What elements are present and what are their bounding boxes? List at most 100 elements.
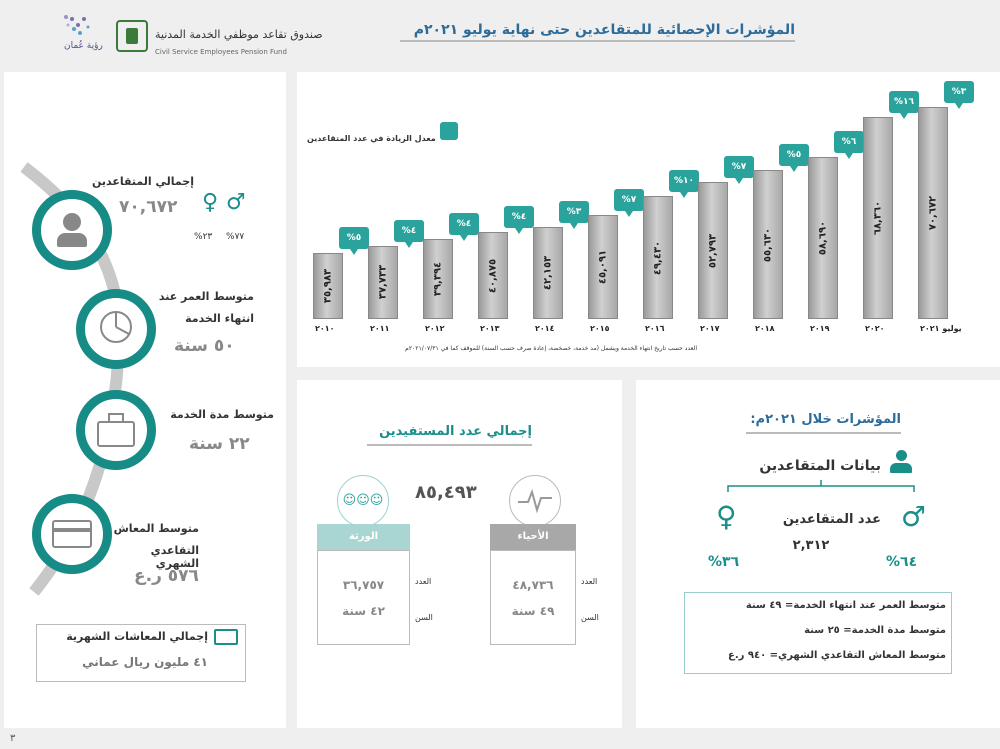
period-stats-box xyxy=(684,592,952,674)
total-retirees-label: إجمالي المتقاعدين xyxy=(91,175,194,188)
year-tick-label: ٢٠١٨ xyxy=(755,324,775,333)
heirs-count: ٣٦,٧٥٧ xyxy=(342,578,385,592)
male-icon-2021: ♂ xyxy=(901,500,927,533)
avg-age-label-2: انتهاء الخدمة xyxy=(185,312,254,325)
monthly-total-value: ٤١ مليون ريال عماني xyxy=(82,655,208,669)
monthly-total-label: إجمالي المعاشات الشهرية xyxy=(66,630,208,643)
fund-name-en: Civil Service Employees Pension Fund xyxy=(155,48,287,56)
female-pct: %٢٣ xyxy=(194,232,213,242)
bar-value-label: ٤٩,٤٣٠ xyxy=(652,240,664,275)
avg-pension-label-1: متوسط المعاش xyxy=(113,522,199,535)
bar-value-label: ٤٥,٠٩١ xyxy=(597,249,609,284)
heartbeat-icon xyxy=(509,475,561,527)
female-icon-2021: ♀ xyxy=(716,500,737,533)
period-panel: المؤشرات خلال ٢٠٢١م: بيانات المتقاعدين ♀… xyxy=(636,380,1000,728)
chart-bar: ٣٧,٧٣٣ xyxy=(368,245,398,319)
chart-legend: معدل الزيادة في عدد المتقاعدين xyxy=(307,122,458,145)
bar-value-label: ٣٩,٣٩٤ xyxy=(432,261,444,296)
chart-bar: ٥٨,٦٩٠ xyxy=(808,157,838,319)
bar-value-label: ٣٥,٩٨٣ xyxy=(322,268,334,304)
period-line-3: متوسط المعاش التقاعدي الشهري= ٩٤٠ ر.ع xyxy=(728,650,946,661)
year-tick-label: ٢٠١٣ xyxy=(480,324,500,333)
period-line-2: متوسط مدة الخدمة= ٢٥ سنة xyxy=(804,625,946,636)
alive-age: ٤٩ سنة xyxy=(511,604,555,618)
chart-bar: ٣٥,٩٨٣ xyxy=(313,252,343,319)
briefcase-icon xyxy=(97,413,135,447)
bracket-line xyxy=(727,480,915,492)
header: رؤية عُمان صندوق تقاعد موظفي الخدمة المد… xyxy=(0,0,1000,66)
male-pct: %٧٧ xyxy=(226,232,245,242)
fund-name-ar: صندوق تقاعد موظفي الخدمة المدنية xyxy=(155,28,323,41)
alive-header xyxy=(490,524,576,550)
bar-value-label: ٥٢,٧٩٣ xyxy=(707,233,719,268)
growth-bubble: %٧ xyxy=(724,156,754,185)
avg-pension-value: ٥٧٦ ر.ع xyxy=(134,566,199,586)
family-icon: ☺☺☺ xyxy=(337,475,389,527)
alive-age-label: السن xyxy=(581,613,599,622)
count-label-2021: عدد المتقاعدين xyxy=(782,512,881,527)
money-icon xyxy=(214,629,238,645)
bar-value-label: ٥٨,٦٩٠ xyxy=(817,221,829,256)
vision-logo: رؤية عُمان xyxy=(30,5,105,60)
growth-bubble: %٤ xyxy=(449,212,479,241)
chart-bar: ٦٨,٣٦٠ xyxy=(863,116,893,319)
beneficiaries-total: ٨٥,٤٩٣ xyxy=(415,482,477,503)
growth-bubble: %٥ xyxy=(339,226,369,255)
avg-age-label-1: متوسط العمر عند xyxy=(158,290,254,303)
period-title: المؤشرات خلال ٢٠٢١م: xyxy=(750,412,901,427)
service-ring xyxy=(76,390,156,470)
bar-value-label: ٦٨,٣٦٠ xyxy=(872,200,884,236)
growth-bubble: %٥ xyxy=(779,144,809,173)
chart-bar: ٤٩,٤٣٠ xyxy=(643,196,673,319)
chart-bar: ٧٠,٦٧٢ xyxy=(918,107,948,319)
monthly-total-box xyxy=(36,624,246,682)
retiree-person-icon xyxy=(888,450,914,476)
year-tick-label: ٢٠١١ xyxy=(370,324,390,333)
count-value-2021: ٢,٣١٢ xyxy=(792,538,830,553)
heirs-age: ٤٢ سنة xyxy=(342,604,385,618)
chart-bar: ٤٥,٠٩١ xyxy=(588,214,618,319)
period-title-underline xyxy=(746,432,901,434)
bar-value-label: ٧٠,٦٧٢ xyxy=(927,195,939,231)
alive-count: ٤٨,٧٣٦ xyxy=(512,578,554,592)
female-icon: ♀ xyxy=(202,190,219,215)
beneficiaries-panel: إجمالي عدد المستفيدين ☺☺☺ ٨٥,٤٩٣ الورثة … xyxy=(297,380,622,728)
avg-pension-label-2: التقاعدي الشهري xyxy=(150,544,199,570)
year-tick-label: ٢٠١٩ xyxy=(810,324,830,333)
chart-bar: ٤٢,١٥٣ xyxy=(533,226,563,319)
period-line-1: متوسط العمر عند انتهاء الخدمة= ٤٩ سنة xyxy=(745,600,946,611)
chart-bar: ٣٩,٣٩٤ xyxy=(423,238,453,319)
title-underline xyxy=(400,40,795,42)
male-icon: ♂ xyxy=(226,190,246,215)
pie-icon xyxy=(98,309,134,349)
alive-label: الأحياء xyxy=(517,531,549,542)
year-tick-label: ٢٠١٤ xyxy=(535,324,555,333)
fund-emblem xyxy=(116,20,148,52)
alive-box xyxy=(490,550,576,645)
growth-bubble: %٤ xyxy=(394,219,424,248)
total-retirees-value: ٧٠,٦٧٢ xyxy=(119,197,178,217)
avg-service-value: ٢٢ سنة xyxy=(189,434,250,454)
vision-logo-text: رؤية عُمان xyxy=(64,41,103,51)
growth-bubble: %١٠ xyxy=(669,170,699,199)
legend-swatch xyxy=(440,122,458,140)
alive-count-label: العدد xyxy=(581,577,598,586)
year-tick-label: ٢٠١٢ xyxy=(425,324,445,333)
growth-bubble: %٣ xyxy=(559,200,589,229)
chart-bar: ٤٠,٨٧٥ xyxy=(478,232,508,319)
retirees-ring xyxy=(32,190,112,270)
year-tick-label: يوليو ٢٠٢١ xyxy=(920,324,962,333)
year-tick-label: ٢٠٢٠ xyxy=(865,324,885,333)
beneficiaries-title-underline xyxy=(367,444,532,446)
bar-value-label: ٤٢,١٥٣ xyxy=(542,255,554,291)
growth-bubble: %٤ xyxy=(504,206,534,235)
section-label: بيانات المتقاعدين xyxy=(759,458,881,474)
year-tick-label: ٢٠١٦ xyxy=(645,324,665,333)
bar-chart: ٣٥,٩٨٣ %٥ ٢٠١٠ ٣٧,٧٣٣ %٤ ٢٠١١ ٣٩,٣٩٤ %٤ ٢٠١٢ ٤٠,٨… xyxy=(297,72,1000,367)
heirs-label: الورثة xyxy=(348,531,379,542)
age-ring xyxy=(76,289,156,369)
year-tick-label: ٢٠١٥ xyxy=(590,324,610,333)
chart-panel: معدل الزيادة في عدد المتقاعدين ٣٥,٩٨٣ %٥ ٢… xyxy=(297,72,1000,367)
vision-logo-icon xyxy=(64,15,90,35)
person-icon xyxy=(57,213,87,247)
